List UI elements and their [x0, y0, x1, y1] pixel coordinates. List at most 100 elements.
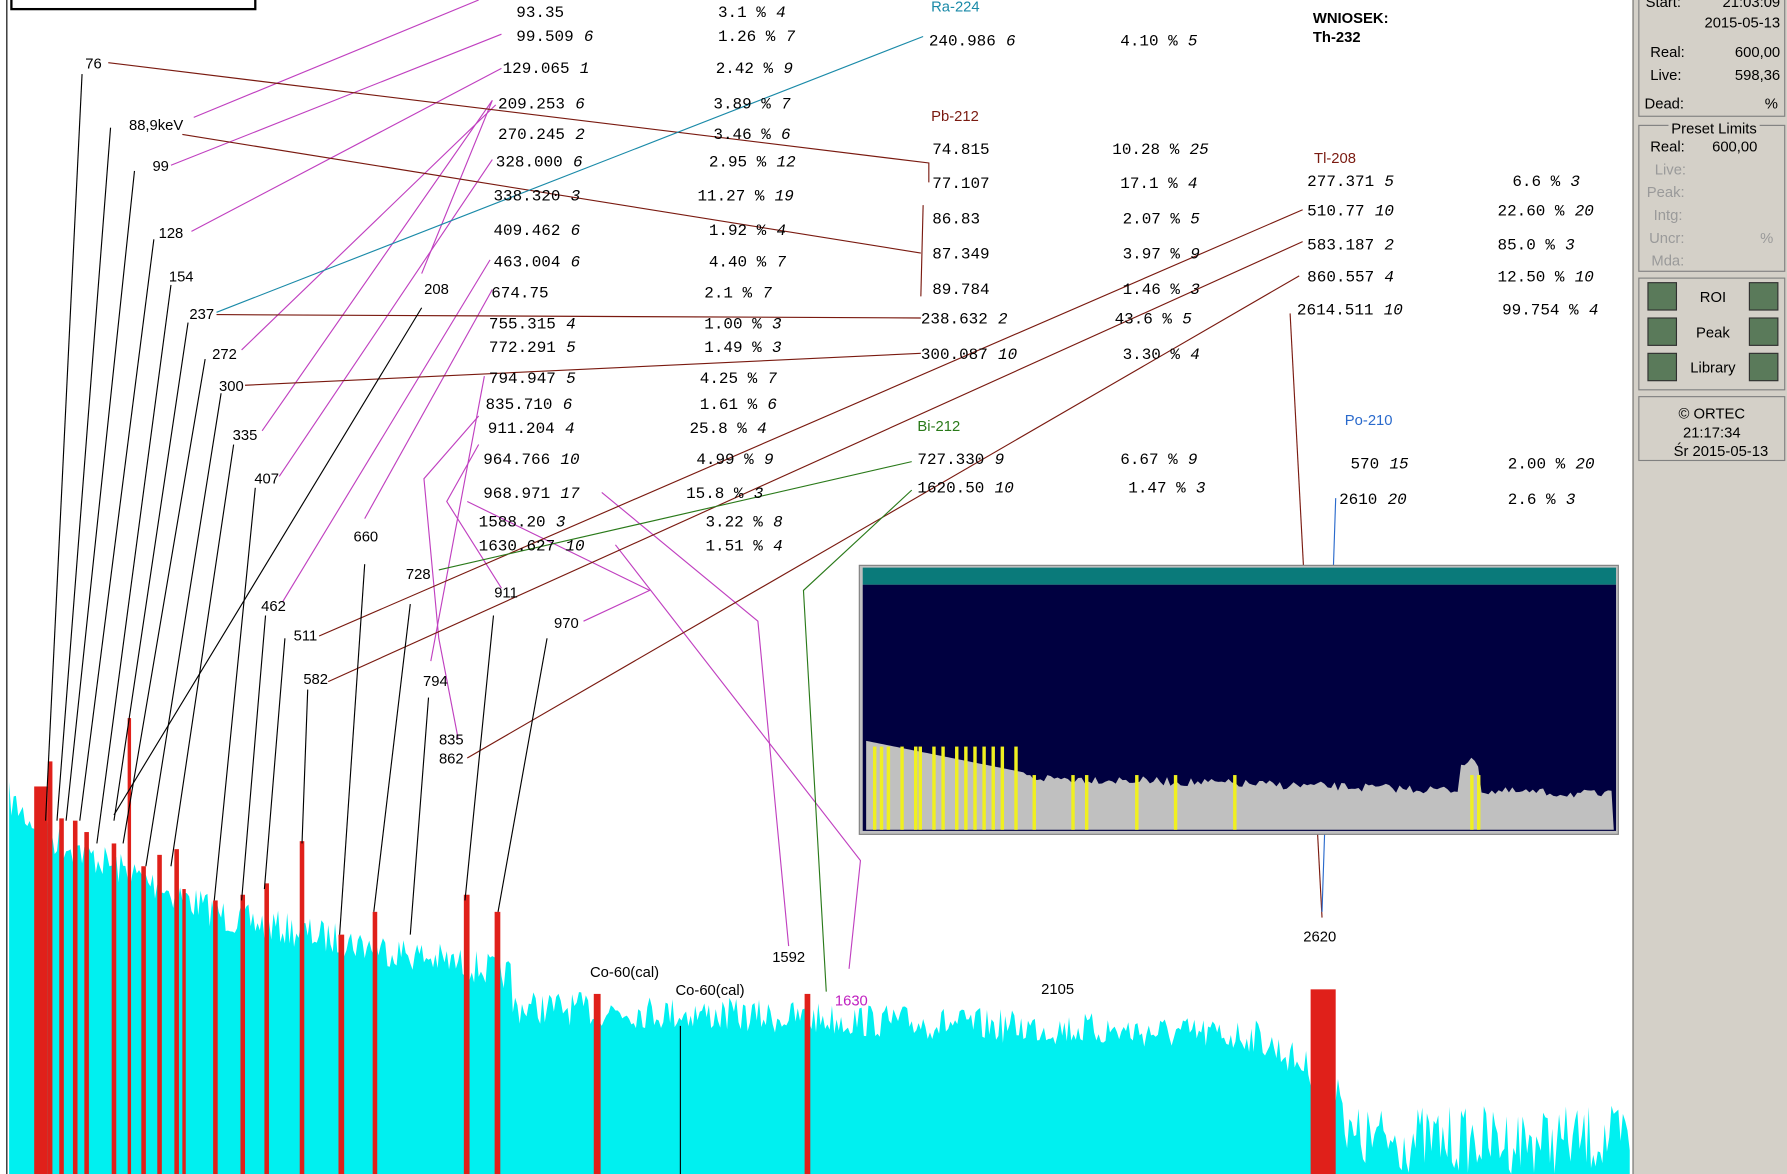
peak-label: 154: [169, 270, 194, 286]
overview-roi: [900, 746, 904, 830]
intensity: 1.00 %: [704, 315, 762, 333]
overview-roi: [1477, 775, 1481, 830]
label: Live:: [1655, 162, 1686, 178]
intensity: 3.1 %: [718, 4, 766, 22]
connector-line: [96, 284, 172, 844]
connector-line: [113, 322, 189, 821]
connector-line: [339, 564, 366, 935]
date: Śr 2015-05-13: [1674, 442, 1769, 460]
intensity: 4.40 %: [709, 254, 767, 272]
conclusion-result: Th-232: [1313, 30, 1361, 46]
nav-button[interactable]: [1647, 282, 1678, 311]
nav-button[interactable]: [1748, 352, 1779, 382]
button-label: Peak: [1696, 325, 1730, 341]
label: Intg:: [1654, 208, 1683, 224]
nav-button[interactable]: [1647, 317, 1678, 346]
intensity-uncertainty: 3: [1565, 237, 1575, 255]
intensity-uncertainty: 6: [781, 126, 791, 144]
peak-label: 208: [424, 282, 449, 298]
roi-peak: [372, 911, 378, 1174]
intensity: 6.67 %: [1120, 451, 1178, 469]
intensity: 22.60 %: [1498, 202, 1565, 220]
overview-header: [862, 567, 1617, 585]
nav-button[interactable]: [1748, 282, 1779, 311]
energy: 300.087: [921, 346, 988, 364]
connector-line: [170, 33, 502, 166]
peak-label: 2105: [1041, 982, 1074, 998]
peak-label: 835: [439, 732, 464, 748]
group-title-bg: [1668, 119, 1760, 136]
intensity-uncertainty: 6: [767, 396, 777, 414]
energy-uncertainty: 10: [998, 346, 1018, 364]
connector-line: [193, 0, 479, 118]
overview-roi: [991, 746, 995, 830]
connector-line: [191, 67, 502, 232]
intensity: 1.47 %: [1128, 479, 1186, 497]
overview-roi: [1173, 775, 1178, 830]
peak-label: 2620: [1303, 929, 1336, 945]
intensity: 2.07 %: [1123, 210, 1181, 228]
peak-label: 462: [261, 599, 286, 615]
connector-line: [241, 615, 267, 901]
value: 2015-05-13: [1704, 15, 1780, 31]
energy: 794.947: [489, 370, 556, 388]
energy-uncertainty: 4: [565, 420, 575, 438]
roi-peak: [593, 993, 601, 1174]
nav-button[interactable]: [1647, 352, 1678, 382]
overview-roi: [1014, 746, 1018, 830]
energy: 89.784: [932, 281, 989, 299]
intensity-uncertainty: 12: [777, 153, 797, 171]
energy: 463.004: [493, 254, 560, 272]
value: %: [1765, 96, 1778, 112]
peak-label: 272: [212, 347, 237, 363]
energy-uncertainty: 17: [560, 485, 580, 503]
peak-label: Co-60(cal): [675, 983, 744, 999]
intensity: 3.97 %: [1123, 246, 1181, 264]
peak-label: 237: [189, 307, 214, 323]
energy: 2610: [1339, 491, 1377, 509]
energy: 77.107: [932, 175, 989, 193]
annotations: 7688,9keV9912815423727230033540746251158…: [85, 0, 1598, 1009]
overview-roi: [886, 746, 891, 830]
intensity-uncertainty: 4: [1190, 346, 1200, 364]
roi-peak: [494, 911, 501, 1174]
intensity-uncertainty: 20: [1575, 202, 1595, 220]
connector-line: [364, 289, 493, 519]
nav-button[interactable]: [1748, 317, 1779, 346]
label: Live:: [1650, 68, 1681, 84]
energy-uncertainty: 5: [566, 370, 576, 388]
energy: 270.245: [498, 126, 565, 144]
energy-uncertainty: 6: [575, 95, 585, 113]
intensity-uncertainty: 4: [1589, 302, 1599, 320]
roi-peak: [157, 854, 162, 1174]
energy: 238.632: [921, 311, 988, 329]
label: Mda:: [1651, 254, 1684, 270]
roi-peak: [264, 883, 269, 1174]
spectrum: [9, 718, 1630, 1174]
connector-line: [122, 358, 206, 844]
intensity-uncertainty: 3: [1196, 479, 1206, 497]
energy: 772.291: [489, 339, 556, 357]
intensity-uncertainty: 20: [1575, 455, 1595, 473]
energy: 74.815: [932, 141, 989, 159]
connector-line: [601, 491, 790, 947]
energy: 99.509: [516, 28, 573, 46]
panel-bg: [1632, 0, 1787, 1174]
group-title: Preset Limits: [1671, 121, 1757, 137]
connector-line: [113, 307, 423, 816]
energy: 583.187: [1307, 237, 1374, 255]
connector-line: [497, 638, 548, 912]
peak-label: 76: [85, 56, 101, 72]
value: 600,00: [1735, 45, 1780, 61]
intensity-uncertainty: 3: [1566, 491, 1576, 509]
brand: © ORTEC: [1679, 406, 1746, 422]
intensity-uncertainty: 4: [773, 538, 783, 556]
overview-window: [858, 564, 1619, 835]
intensity: 10.28 %: [1112, 141, 1179, 159]
label: Start:: [1646, 0, 1681, 11]
energy: 1630.627: [479, 538, 556, 556]
connector-line: [614, 544, 862, 969]
intensity-uncertainty: 8: [773, 514, 783, 532]
connector-line: [170, 444, 235, 867]
energy: 87.349: [932, 246, 989, 264]
